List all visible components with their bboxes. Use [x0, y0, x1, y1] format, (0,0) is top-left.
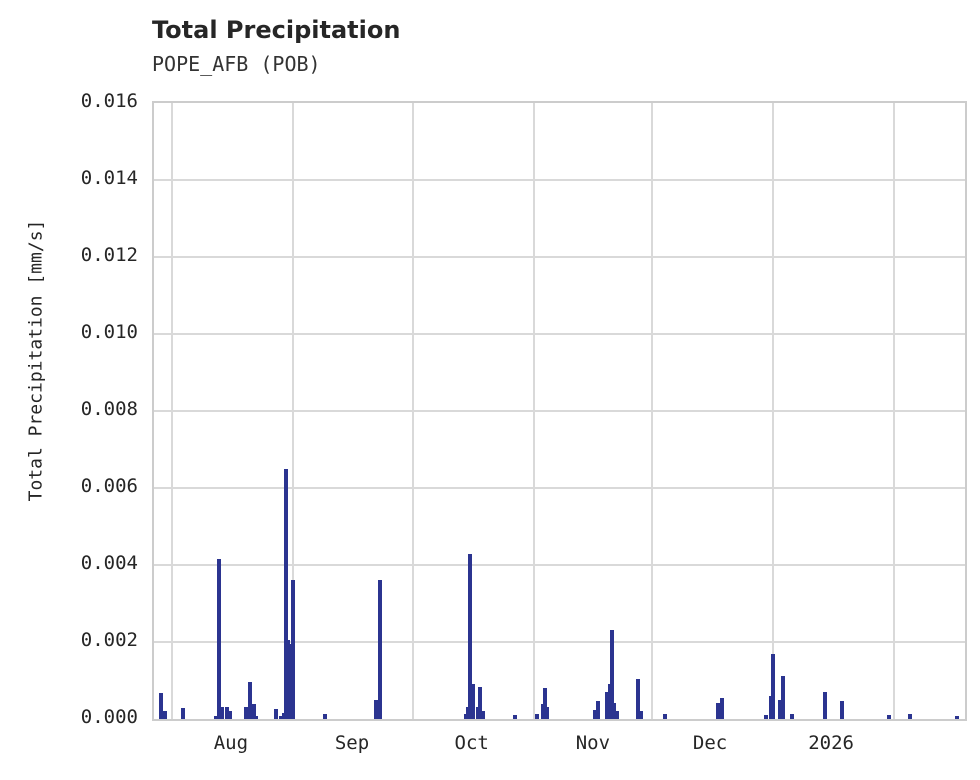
- bar: [768, 695, 773, 719]
- bar: [611, 702, 616, 719]
- chart-subtitle: POPE_AFB (POB): [152, 52, 321, 76]
- gridline-vertical: [771, 103, 774, 719]
- bar: [638, 711, 643, 719]
- bar: [216, 558, 221, 719]
- bar: [285, 640, 290, 719]
- y-tick-label: 0.002: [80, 629, 138, 651]
- bar: [248, 682, 253, 719]
- bar: [763, 715, 768, 719]
- bar-series: [154, 103, 965, 719]
- bar: [544, 707, 549, 719]
- bar: [251, 704, 256, 719]
- bar: [719, 698, 724, 719]
- bar: [534, 714, 539, 719]
- bar: [213, 715, 218, 719]
- bar: [777, 699, 782, 719]
- bar: [244, 707, 249, 719]
- bar: [635, 678, 640, 719]
- bar: [662, 714, 667, 719]
- bar: [477, 687, 482, 719]
- bar: [278, 715, 283, 719]
- x-tick-label: Aug: [213, 732, 249, 754]
- bar: [822, 692, 827, 719]
- bar: [227, 710, 232, 719]
- gridline-horizontal: [154, 564, 965, 566]
- gridline-horizontal: [154, 256, 965, 258]
- bar: [158, 692, 163, 719]
- y-tick-label: 0.012: [80, 244, 138, 266]
- bar: [789, 714, 794, 719]
- bar: [540, 703, 545, 719]
- bar: [512, 715, 517, 719]
- gridline-vertical: [892, 103, 895, 719]
- bar: [254, 715, 259, 719]
- y-tick-label: 0.010: [80, 321, 138, 343]
- bar: [954, 715, 959, 719]
- bar: [604, 692, 609, 719]
- gridline-horizontal: [154, 333, 965, 335]
- gridline-vertical: [292, 103, 295, 719]
- bar: [839, 700, 844, 719]
- x-tick-label: Sep: [334, 732, 370, 754]
- bar: [219, 707, 224, 719]
- gridline-vertical: [650, 103, 653, 719]
- gridline-horizontal: [154, 641, 965, 643]
- gridline-vertical: [533, 103, 536, 719]
- bar: [467, 554, 472, 719]
- y-tick-label: 0.014: [80, 167, 138, 189]
- bar: [281, 713, 286, 719]
- bar: [283, 468, 288, 719]
- chart-title: Total Precipitation: [152, 16, 401, 44]
- gridline-horizontal: [154, 410, 965, 412]
- bar: [224, 707, 229, 719]
- bar: [288, 643, 292, 719]
- gridline-vertical: [171, 103, 174, 719]
- bar: [163, 710, 168, 719]
- y-tick-label: 0.006: [80, 475, 138, 497]
- bar: [377, 580, 382, 719]
- y-tick-label: 0.000: [80, 706, 138, 728]
- bar: [715, 702, 720, 719]
- plot-area: [152, 101, 967, 721]
- bar: [770, 653, 775, 719]
- bar: [322, 714, 327, 719]
- bar: [595, 701, 600, 719]
- gridline-horizontal: [154, 487, 965, 489]
- bar: [373, 699, 378, 719]
- y-axis-ticks: 0.000 0.002 0.004 0.006 0.008 0.010 0.012 0.014…: [0, 0, 146, 780]
- bar: [592, 709, 597, 719]
- gridline-horizontal: [154, 179, 965, 181]
- bar: [273, 709, 278, 719]
- x-tick-label: Nov: [575, 732, 611, 754]
- bar: [907, 714, 912, 719]
- bar: [470, 683, 475, 719]
- bar: [780, 675, 785, 719]
- y-tick-label: 0.008: [80, 398, 138, 420]
- bar: [180, 708, 185, 719]
- bar: [480, 711, 485, 719]
- x-tick-label: Oct: [454, 732, 489, 754]
- bar: [886, 715, 891, 719]
- gridline-vertical: [412, 103, 415, 719]
- bar: [609, 630, 614, 719]
- x-tick-label: Dec: [692, 732, 728, 754]
- y-tick-label: 0.004: [80, 552, 138, 574]
- y-tick-label: 0.016: [80, 90, 138, 112]
- bar: [542, 688, 547, 719]
- bar: [291, 580, 295, 719]
- x-tick-label: 2026: [808, 732, 855, 754]
- bar: [465, 707, 470, 719]
- bar: [614, 711, 619, 719]
